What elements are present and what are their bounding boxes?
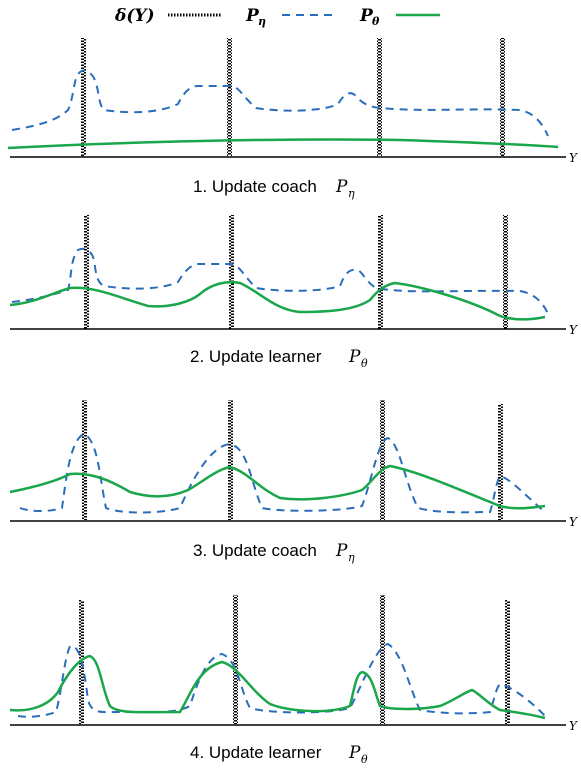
coach-curve [11,69,549,137]
caption-sub: θ [361,357,368,370]
delta-spike [377,38,382,156]
caption-text: 2. Update learner [190,347,322,366]
learner-curve [9,280,546,321]
learner-curve [9,464,546,510]
axis-label-y: Y [569,151,578,165]
legend-coach-label: P [245,6,260,26]
axis-label-y: Y [569,719,578,733]
caption-var: P [348,743,361,763]
delta-spike [229,215,234,329]
coach-curve [11,247,549,315]
caption-text: 1. Update coach [193,177,317,196]
delta-spike [505,600,510,724]
delta-spike [380,400,385,520]
learner-curve [7,138,559,150]
coach-curve [19,432,546,514]
axis-label-y: Y [569,323,578,337]
delta-spike [500,38,505,156]
delta-spike [380,595,385,724]
axis-label-y: Y [569,515,578,529]
caption-sub: η [348,551,355,564]
caption-text: 3. Update coach [193,541,317,560]
legend-learner-label: P [359,6,374,26]
legend-learner-sub: θ [372,15,380,28]
delta-spike [81,38,86,156]
delta-spike [228,400,233,520]
caption-sub: η [348,187,355,200]
legend-delta-label: δ(Y) [114,6,155,26]
panel-4: Y 4. Update learner P θ [9,595,578,766]
panel-1: Y 1. Update coach P η [7,38,578,200]
learner-curve [9,654,546,720]
delta-spike [82,400,87,520]
delta-spike [498,404,503,520]
coach-curve [17,642,546,718]
panel-2: Y 2. Update learner P θ [9,215,578,370]
legend-coach-sub: η [258,15,266,28]
delta-spike [227,38,232,156]
caption-var: P [335,177,348,197]
caption-sub: θ [361,753,368,766]
panel-3: Y 3. Update coach P η [9,400,578,564]
delta-spike [503,215,508,329]
legend: δ(Y) P η P θ [114,6,440,28]
caption-var: P [335,541,348,561]
delta-spike [378,215,383,329]
delta-spike [233,595,238,724]
delta-spike [84,215,89,329]
caption-var: P [348,347,361,367]
caption-text: 4. Update learner [190,743,322,762]
